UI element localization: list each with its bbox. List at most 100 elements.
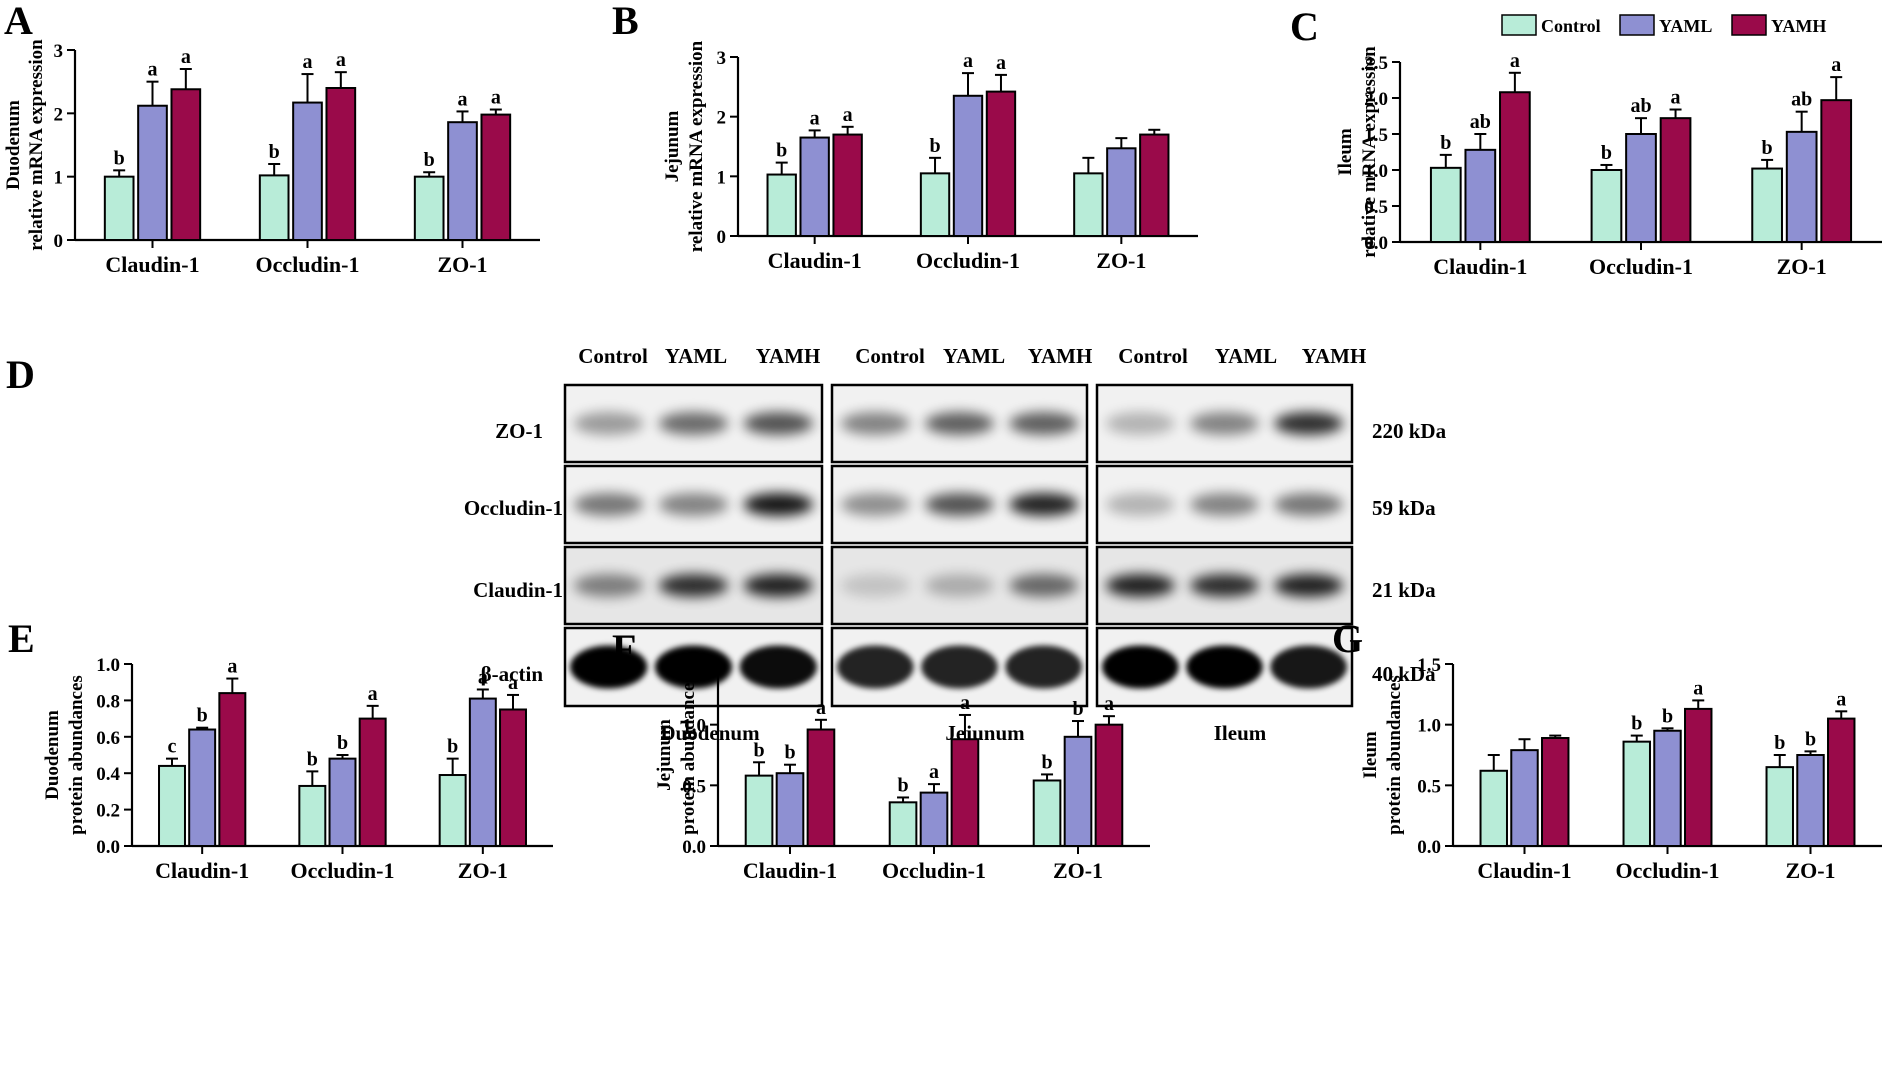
bar-yamh bbox=[985, 90, 1017, 237]
bar-yaml bbox=[1625, 133, 1657, 243]
bar-yaml bbox=[137, 104, 168, 241]
significance-letter: b bbox=[424, 149, 435, 171]
bar-yaml bbox=[775, 772, 805, 848]
x-category-label: Claudin-1 bbox=[1477, 858, 1571, 883]
significance-letter: a bbox=[963, 50, 973, 72]
y-axis-label-measure: relative mRNA expression bbox=[26, 39, 47, 251]
bar-control bbox=[258, 174, 290, 241]
blot-band bbox=[573, 411, 644, 436]
bar-yaml bbox=[447, 121, 478, 241]
lane-label: YAML bbox=[665, 344, 727, 368]
bar-yamh bbox=[1541, 737, 1570, 847]
lane-label: Control bbox=[855, 344, 925, 368]
bar-control bbox=[103, 175, 135, 242]
y-tick-label: 0.6 bbox=[96, 728, 120, 749]
significance-letter: b bbox=[784, 742, 795, 764]
blot-band bbox=[1186, 645, 1263, 689]
y-tick-label: 0.5 bbox=[1417, 776, 1441, 797]
blot-kda-label: 40 kDa bbox=[1372, 662, 1436, 686]
significance-letter: a bbox=[1693, 677, 1703, 699]
significance-letter: a bbox=[508, 672, 518, 694]
blot-band bbox=[654, 645, 733, 689]
bar-yaml bbox=[1653, 729, 1682, 848]
blot-band bbox=[1009, 411, 1079, 436]
y-tick-label: 1.5 bbox=[682, 655, 706, 676]
y-tick-label: 1 bbox=[717, 167, 727, 188]
x-category-label: ZO-1 bbox=[1053, 858, 1103, 883]
significance-letter: b bbox=[1601, 142, 1612, 164]
blot-band bbox=[658, 411, 729, 436]
significance-letter: b bbox=[197, 705, 208, 727]
blot-protein-label: Occludin-1 bbox=[464, 496, 563, 520]
blot-band bbox=[743, 573, 814, 598]
x-category-label: Occludin-1 bbox=[1616, 858, 1720, 883]
blot-band bbox=[1274, 573, 1344, 598]
bar-yamh bbox=[1827, 717, 1856, 847]
significance-letter: b bbox=[753, 739, 764, 761]
y-tick-label: 2 bbox=[717, 108, 727, 129]
blot-band bbox=[1274, 492, 1344, 517]
y-axis-label-tissue: Ileum bbox=[1360, 731, 1381, 779]
significance-letter: b bbox=[269, 141, 280, 163]
x-category-label: ZO-1 bbox=[437, 252, 487, 277]
x-category-label: ZO-1 bbox=[1096, 248, 1146, 273]
significance-letter: b bbox=[1662, 705, 1673, 727]
significance-letter: b bbox=[307, 748, 318, 770]
lane-label: YAMH bbox=[1028, 344, 1093, 368]
blot-band bbox=[840, 492, 910, 517]
significance-letter: b bbox=[776, 140, 787, 162]
significance-letter: b bbox=[337, 732, 348, 754]
significance-letter: b bbox=[1072, 698, 1083, 720]
blot-band bbox=[925, 573, 994, 598]
blot-band bbox=[573, 492, 644, 517]
significance-letter: ab bbox=[1470, 111, 1491, 133]
panel-label: C bbox=[1290, 4, 1319, 49]
bar-yamh bbox=[325, 87, 357, 241]
y-axis-label-tissue: Jejunum bbox=[662, 110, 683, 182]
lane-label: Control bbox=[578, 344, 648, 368]
western-blot-panel: D Control YAML YAMH Control YAML YAMH Co… bbox=[6, 344, 1447, 745]
y-tick-label: 0.0 bbox=[682, 837, 706, 858]
significance-letter: a bbox=[368, 683, 378, 705]
legend-swatch-yamh bbox=[1731, 14, 1767, 36]
significance-letter: b bbox=[929, 135, 940, 157]
y-tick-label: 2.5 bbox=[1364, 53, 1388, 74]
y-tick-label: 2.0 bbox=[1364, 89, 1388, 110]
y-axis-label-tissue: Duodenum bbox=[3, 100, 24, 190]
bar-yaml bbox=[468, 697, 497, 848]
blot-band bbox=[1005, 645, 1082, 689]
bar-control bbox=[1622, 740, 1651, 847]
blot-band bbox=[921, 645, 998, 689]
significance-letter: b bbox=[1762, 137, 1773, 159]
y-tick-label: 0.0 bbox=[1364, 233, 1388, 254]
y-tick-label: 0.0 bbox=[96, 837, 120, 858]
significance-letter: b bbox=[114, 147, 125, 169]
significance-letter: b bbox=[1805, 728, 1816, 750]
significance-letter: b bbox=[1440, 132, 1451, 154]
bar-yamh bbox=[499, 708, 527, 847]
x-category-label: Claudin-1 bbox=[1433, 254, 1527, 279]
blot-band bbox=[1270, 645, 1347, 689]
y-tick-label: 0.0 bbox=[1417, 837, 1441, 858]
bar-yaml bbox=[1063, 735, 1093, 847]
bar-yaml bbox=[799, 136, 830, 237]
bar-control bbox=[1751, 167, 1783, 243]
bar-yamh bbox=[1659, 117, 1692, 243]
y-tick-label: 0.5 bbox=[682, 776, 706, 797]
bar-yaml bbox=[919, 791, 949, 848]
bar-yaml bbox=[1106, 147, 1137, 237]
blot-band bbox=[1274, 411, 1344, 436]
bar-yamh bbox=[1139, 133, 1170, 237]
lane-label: YAML bbox=[943, 344, 1005, 368]
panel-label: B bbox=[612, 0, 639, 43]
y-axis-label-tissue: Ileum bbox=[1335, 128, 1356, 176]
blot-protein-label: ZO-1 bbox=[495, 419, 543, 443]
significance-letter: a bbox=[491, 87, 501, 109]
y-tick-label: 1.5 bbox=[1417, 655, 1441, 676]
bar-yamh bbox=[832, 133, 863, 237]
lane-label: YAMH bbox=[756, 344, 821, 368]
bar-yamh bbox=[170, 88, 202, 242]
bar-control bbox=[1765, 766, 1794, 848]
bar-yaml bbox=[1510, 749, 1539, 847]
significance-letter: a bbox=[458, 88, 468, 110]
